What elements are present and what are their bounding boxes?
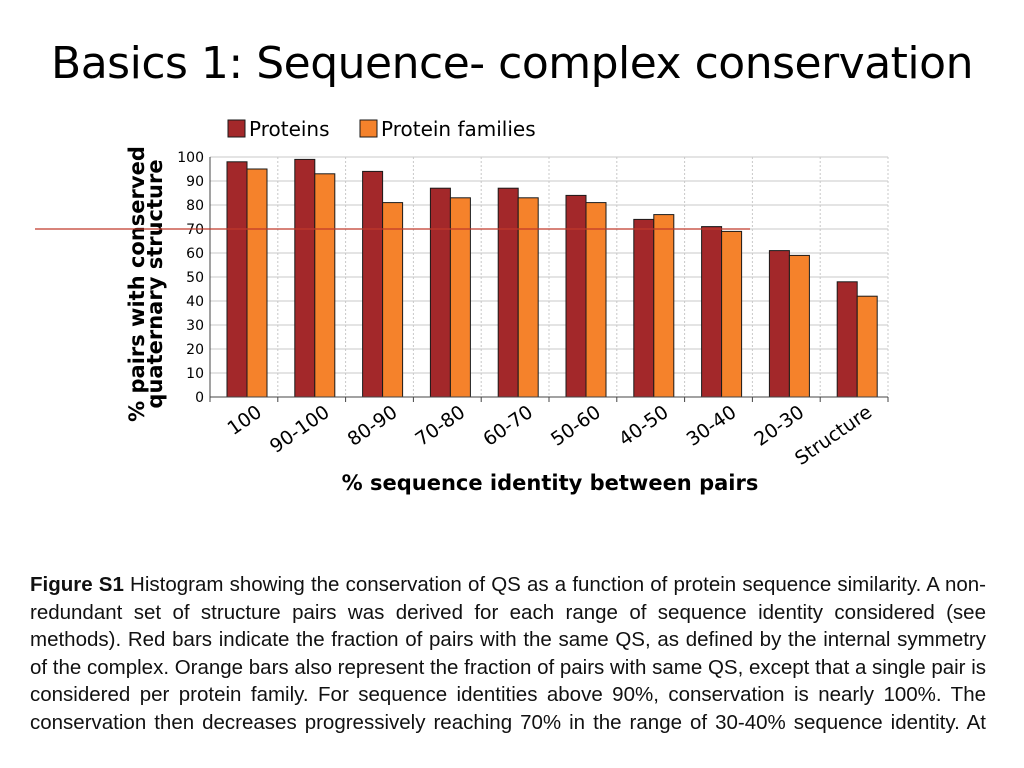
x-tick-label: Structure (791, 401, 876, 470)
bar-proteins (429, 187, 451, 398)
y-tick-label: 70 (186, 222, 204, 238)
bar-proteins (294, 158, 316, 398)
caption-label: Figure S1 (30, 573, 124, 596)
y-tick-label: 30 (186, 318, 204, 334)
legend-label-protein-families: Protein families (381, 117, 536, 141)
x-tick-label: 90-100 (266, 401, 334, 458)
y-tick-label: 100 (177, 150, 204, 166)
bar-proteins (226, 161, 248, 398)
legend-swatch-protein-families (359, 119, 378, 138)
y-tick-label: 90 (186, 174, 204, 190)
bar-protein-families (246, 168, 268, 398)
x-tick-label: 30-40 (683, 401, 741, 451)
bar-protein-families (517, 197, 539, 398)
legend-layer: Proteins Protein families (227, 117, 536, 141)
legend-label-proteins: Proteins (249, 117, 330, 141)
caption-text: Histogram showing the conservation of QS… (30, 573, 987, 734)
x-tick-label: 80-90 (344, 401, 402, 451)
bar-protein-families (653, 214, 675, 398)
x-tick-label: 20-30 (750, 401, 808, 451)
bar-proteins (701, 226, 723, 398)
y-axis-title-line1: % pairs with conserved (125, 146, 149, 422)
legend-swatch-proteins (227, 119, 246, 138)
bar-proteins (565, 194, 587, 398)
bar-protein-families (788, 254, 810, 398)
bar-proteins (633, 218, 655, 398)
y-axis-title-line2: quaternary structure (143, 159, 167, 408)
y-tick-label: 60 (186, 246, 204, 262)
x-tick-label: 70-80 (411, 401, 469, 451)
y-tick-label: 10 (186, 366, 204, 382)
x-tick-label: 40-50 (615, 401, 673, 451)
x-tick-label: 50-60 (547, 401, 605, 451)
x-tick-label: 60-70 (479, 401, 537, 451)
bars-layer (226, 158, 878, 398)
y-tick-label: 50 (186, 270, 204, 286)
bar-protein-families (382, 202, 404, 398)
bar-proteins (836, 281, 858, 398)
bar-protein-families (585, 202, 607, 398)
figure-caption: Figure S1 Histogram showing the conserva… (30, 571, 986, 737)
y-tick-label: 20 (186, 342, 204, 358)
y-tick-label: 40 (186, 294, 204, 310)
slide-title: Basics 1: Sequence- complex conservation (51, 38, 973, 89)
y-tick-label: 0 (195, 390, 204, 406)
y-tick-label: 80 (186, 198, 204, 214)
bar-proteins (362, 170, 384, 398)
bar-proteins (497, 187, 519, 398)
bar-protein-families (314, 173, 336, 398)
bar-protein-families (449, 197, 471, 398)
bar-proteins (768, 250, 790, 398)
x-tick-label: 100 (224, 401, 266, 440)
bar-protein-families (721, 230, 743, 398)
bar-protein-families (856, 295, 878, 398)
x-axis-title: % sequence identity between pairs (342, 471, 759, 495)
